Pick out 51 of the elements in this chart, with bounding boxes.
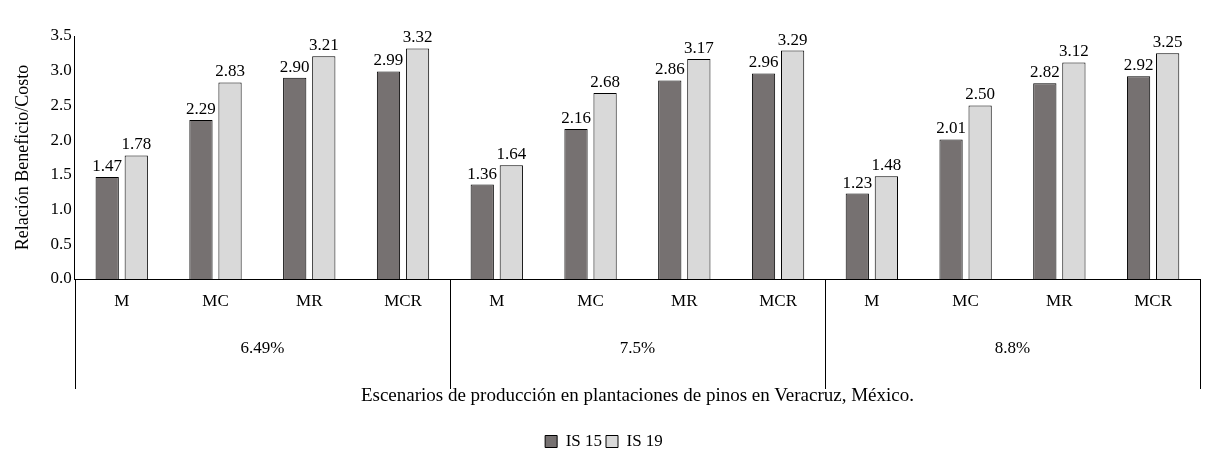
x-tick-label: M xyxy=(489,290,505,310)
legend-label: IS 19 xyxy=(626,430,663,450)
text: 7.5% xyxy=(619,338,656,358)
x-tick-label: MCR xyxy=(1134,290,1173,310)
data-label: 1.47 xyxy=(92,155,123,175)
data-label: 1.64 xyxy=(496,144,527,164)
x-axis-title: Escenarios de producción en plantaciones de pinos en Veracruz, México. xyxy=(360,383,914,405)
y-tick-label: 3.5 xyxy=(50,25,72,45)
data-label: 2.86 xyxy=(654,59,685,79)
y-tick-label: 3.0 xyxy=(50,60,72,80)
y-tick-label: 0.0 xyxy=(50,268,72,288)
data-label: 2.99 xyxy=(373,50,404,70)
data-label: 1.78 xyxy=(121,134,152,154)
data-label: 3.29 xyxy=(777,29,808,49)
y-tick-label: 0.5 xyxy=(50,233,72,253)
x-tick-label: M xyxy=(114,290,130,310)
data-label: 2.90 xyxy=(279,56,310,76)
data-label: 2.50 xyxy=(965,84,995,104)
data-label: 3.25 xyxy=(1152,32,1183,52)
text: 6.49% xyxy=(240,338,285,358)
x-tick-label: MR xyxy=(671,290,699,310)
data-label: 1.48 xyxy=(871,155,902,175)
legend-label: IS 15 xyxy=(565,430,603,450)
data-label: 3.32 xyxy=(402,27,433,47)
y-tick-label: 2.5 xyxy=(50,94,72,114)
x-tick-label: MR xyxy=(1046,290,1074,310)
data-label: 2.96 xyxy=(748,52,779,72)
data-label: 2.82 xyxy=(1029,62,1060,82)
data-label: 1.23 xyxy=(842,172,873,192)
data-label: 3.12 xyxy=(1059,41,1089,61)
text: 8.8% xyxy=(994,338,1031,358)
data-label: 2.68 xyxy=(590,71,620,91)
y-tick-label: 1.5 xyxy=(50,164,72,184)
x-tick-label: MC xyxy=(952,290,979,310)
data-label: 2.29 xyxy=(186,98,216,118)
data-label: 3.21 xyxy=(308,35,339,55)
data-label: 2.16 xyxy=(561,108,591,127)
data-label: 2.01 xyxy=(936,118,966,138)
y-axis-title: Relación Beneficio/Costo xyxy=(11,64,32,251)
x-tick-label: MC xyxy=(202,290,229,310)
y-tick-label: 1.0 xyxy=(50,199,72,219)
data-label: 3.17 xyxy=(683,37,715,57)
x-tick-label: MCR xyxy=(759,290,798,310)
data-label: 2.92 xyxy=(1123,55,1154,75)
x-tick-label: MC xyxy=(577,290,604,310)
data-label: 1.36 xyxy=(467,163,498,183)
y-tick-label: 2.0 xyxy=(50,129,72,149)
x-tick-label: MCR xyxy=(384,290,423,310)
data-label: 2.83 xyxy=(215,61,245,81)
x-tick-label: M xyxy=(864,290,880,310)
x-tick-label: MR xyxy=(296,290,324,310)
